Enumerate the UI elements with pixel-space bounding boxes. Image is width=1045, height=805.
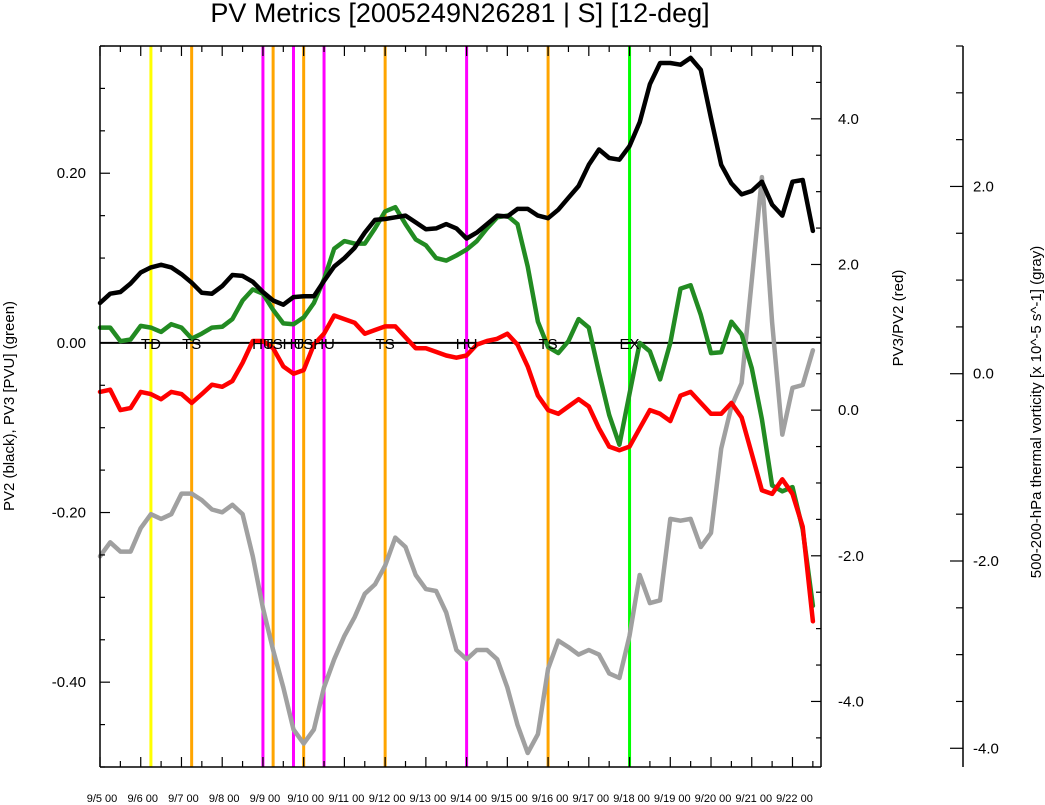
stage-label: HU: [252, 336, 274, 353]
stage-label: TD: [141, 336, 161, 353]
x-tick-label: 9/17 00: [572, 793, 609, 805]
x-tick-label: 9/12 00: [369, 793, 406, 805]
stage-label: TS: [264, 336, 283, 353]
far-right-axis: -4.0 -2.0 0.0 2.0: [950, 45, 999, 767]
stage-label: EX: [620, 336, 640, 353]
series-line: [97, 204, 816, 609]
left-tick-label: -0.40: [52, 674, 86, 691]
x-tick-label: 9/18 00: [613, 793, 650, 805]
x-tick-label: 9/8 00: [209, 793, 240, 805]
x-tick-label: 9/13 00: [410, 793, 447, 805]
left-axis: -0.40 -0.20 0.00 0.20: [52, 45, 110, 768]
left-tick-label: 0.00: [57, 335, 86, 352]
x-tick-label: 9/5 00: [87, 793, 118, 805]
left-tick-label: -0.20: [52, 505, 86, 522]
x-tick-label: 9/14 00: [450, 793, 487, 805]
stage-label: TS: [538, 336, 557, 353]
right-tick-label: 4.0: [838, 111, 859, 128]
right-tick-label: -2.0: [838, 548, 864, 565]
far-right-tick-label: -4.0: [973, 740, 999, 757]
x-tick-label: 9/10 00: [287, 793, 324, 805]
x-tick-label: 9/11 00: [328, 793, 364, 805]
stage-label: HU: [283, 336, 305, 353]
left-tick-label: 0.20: [57, 165, 86, 182]
stage-label: TS: [376, 336, 395, 353]
far-right-axis-label: 500-200-hPa thermal vorticity [x 10^-5 s…: [1028, 246, 1045, 579]
x-tick-label: 9/19 00: [654, 793, 691, 805]
x-tick-label: 9/20 00: [695, 793, 732, 805]
x-tick-label: 9/21 00: [735, 793, 772, 805]
series-line: [97, 313, 816, 624]
left-axis-label: PV2 (black), PV3 [PVU] (green): [1, 301, 18, 511]
right-tick-label: -4.0: [838, 693, 864, 710]
plot-frame: [99, 45, 822, 768]
right-tick-label: 0.0: [838, 402, 859, 419]
x-tick-label: 9/22 00: [776, 793, 813, 805]
x-tick-label: 9/16 00: [532, 793, 569, 805]
far-right-tick-label: 0.0: [973, 366, 994, 383]
x-axis: 9/5 00 9/6 00 9/7 00 9/8 00 9/9 00 9/10 00 9/1…: [87, 46, 814, 805]
chart-title: PV Metrics [2005249N26281 | S] [12-deg]: [210, 0, 709, 28]
right-axis-label: PV3/PV2 (red): [890, 270, 907, 367]
far-right-tick-label: 2.0: [973, 178, 994, 195]
right-tick-label: 2.0: [838, 256, 859, 273]
stage-label: TS: [294, 336, 313, 353]
right-axis: -4.0 -2.0 0.0 2.0 4.0: [811, 81, 864, 739]
x-tick-label: 9/7 00: [168, 793, 199, 805]
series-line: [97, 55, 816, 307]
x-tick-label: 9/15 00: [491, 793, 528, 805]
vertical-markers: [149, 46, 632, 767]
x-tick-label: 9/9 00: [250, 793, 281, 805]
x-tick-label: 9/6 00: [127, 793, 158, 805]
series-lines: [97, 55, 816, 756]
far-right-tick-label: -2.0: [973, 553, 999, 570]
stage-label: HU: [313, 336, 335, 353]
series-line: [97, 174, 816, 756]
stage-label: HU: [456, 336, 478, 353]
stage-label: TS: [182, 336, 201, 353]
